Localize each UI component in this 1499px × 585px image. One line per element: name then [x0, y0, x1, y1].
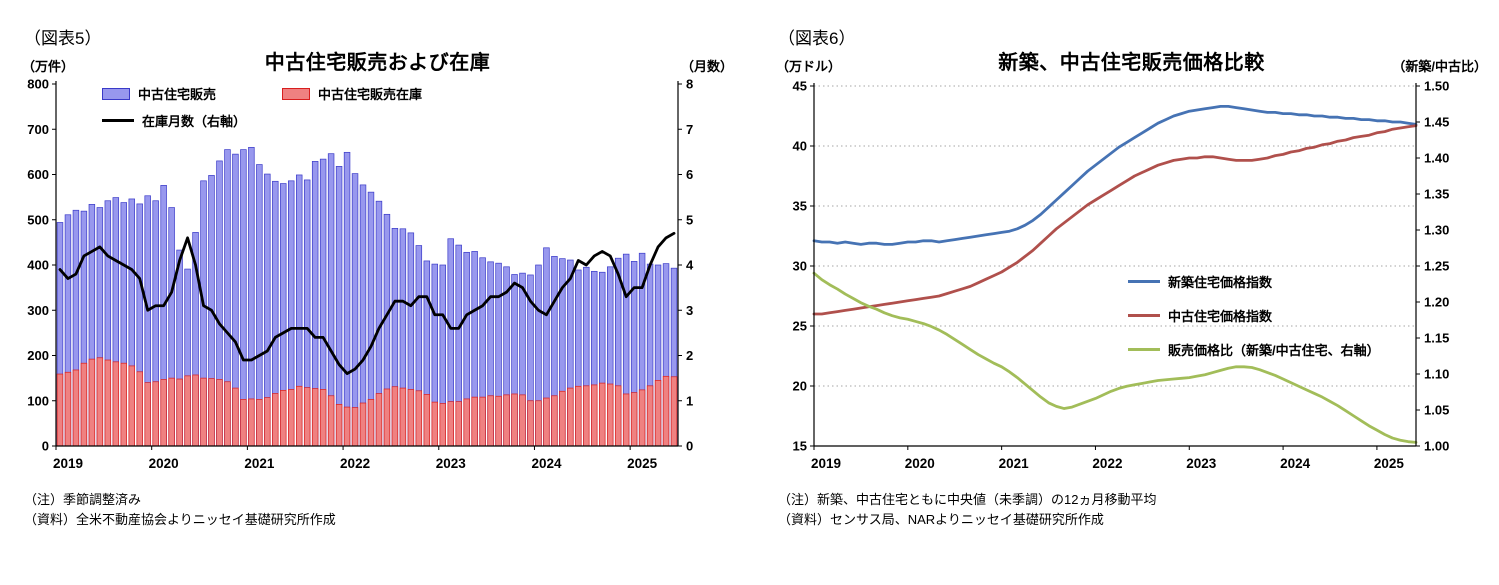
legend-new-home-price: 新築住宅価格指数: [1128, 272, 1380, 291]
svg-text:2019: 2019: [53, 456, 83, 471]
figure6-caption: （図表6）: [778, 29, 856, 48]
figure5-header: （万件） 中古住宅販売および在庫 （月数）: [8, 46, 743, 74]
figure5-notes: （注）季節調整済み （資料）全米不動産協会よりニッセイ基礎研究所作成: [8, 490, 743, 529]
svg-text:40: 40: [793, 139, 807, 154]
figure5-title: 中古住宅販売および在庫: [264, 52, 491, 74]
svg-text:100: 100: [27, 393, 49, 408]
svg-text:2021: 2021: [999, 456, 1030, 471]
svg-text:6: 6: [686, 167, 693, 182]
legend-existing-home-price: 中古住宅価格指数: [1128, 306, 1380, 325]
svg-text:1.30: 1.30: [1424, 223, 1449, 238]
figure6-note-line1: （注）新築、中古住宅ともに中央値（未季調）の12ヵ月移動平均: [778, 492, 1157, 507]
svg-text:200: 200: [27, 348, 49, 363]
legend-existing-home-sales-label: 中古住宅販売: [138, 87, 217, 102]
svg-text:1.00: 1.00: [1424, 439, 1449, 454]
figure6-chart-area: 15 20 25 30 35 40 45 1.00 1.05 1.10 1.15 1.20 1.25 1.…: [762, 76, 1497, 476]
svg-text:2021: 2021: [244, 456, 275, 471]
svg-text:20: 20: [793, 379, 807, 394]
svg-text:15: 15: [793, 439, 807, 454]
figure5-note-line2: （資料）全米不動産協会よりニッセイ基礎研究所作成: [24, 511, 336, 527]
figure6-header: （万ドル） 新築、中古住宅販売価格比較 （新築/中古比）: [762, 46, 1497, 74]
legend-price-ratio: 販売価格比（新築/中古住宅、右軸）: [1128, 340, 1380, 359]
figure6-legend: 新築住宅価格指数 中古住宅価格指数 販売価格比（新築/中古住宅、右軸）: [1128, 272, 1380, 374]
svg-text:2022: 2022: [1092, 456, 1122, 471]
svg-text:700: 700: [27, 122, 49, 137]
svg-text:7: 7: [686, 122, 693, 137]
figure6-right-axis-unit: （新築/中古比）: [1392, 59, 1487, 74]
existing-home-sales-swatch-icon: [102, 87, 130, 100]
legend-existing-home-sales: 中古住宅販売: [102, 84, 216, 103]
figure5-panel: （図表5） （万件） 中古住宅販売および在庫 （月数） 0 100 200 300 40…: [8, 0, 743, 585]
figure5-legend-row-1: 中古住宅販売 中古住宅販売在庫: [102, 84, 422, 103]
svg-text:2024: 2024: [1280, 456, 1311, 471]
svg-text:2: 2: [686, 348, 693, 363]
figure6-left-axis-unit: （万ドル）: [776, 59, 842, 74]
svg-text:800: 800: [27, 77, 49, 92]
svg-text:1.50: 1.50: [1424, 79, 1449, 94]
svg-text:1.40: 1.40: [1424, 151, 1449, 166]
svg-text:1.45: 1.45: [1424, 115, 1449, 130]
figure6-notes: （注）新築、中古住宅ともに中央値（未季調）の12ヵ月移動平均 （資料）センサス局…: [762, 490, 1497, 529]
legend-months-supply-label: 在庫月数（右軸）: [142, 114, 247, 129]
legend-existing-home-price-label: 中古住宅価格指数: [1168, 309, 1273, 324]
svg-text:45: 45: [793, 79, 807, 94]
svg-text:2022: 2022: [340, 456, 370, 471]
svg-text:3: 3: [686, 303, 693, 318]
svg-text:600: 600: [27, 167, 49, 182]
svg-text:0: 0: [42, 439, 49, 454]
price-ratio-line-swatch-icon: [1128, 348, 1160, 351]
svg-text:300: 300: [27, 303, 49, 318]
new-home-price-line-swatch-icon: [1128, 280, 1160, 283]
svg-text:1.20: 1.20: [1424, 295, 1449, 310]
svg-text:2024: 2024: [531, 456, 562, 471]
svg-text:500: 500: [27, 212, 49, 227]
svg-text:35: 35: [793, 199, 807, 214]
figure5-chart-area: 0 100 200 300 400 500 600 700 800 0 1 2 3 4 5 6 7 8 2019 20…: [8, 76, 743, 476]
svg-text:2025: 2025: [627, 456, 658, 471]
svg-text:1: 1: [686, 393, 693, 408]
svg-text:400: 400: [27, 258, 49, 273]
svg-text:1.15: 1.15: [1424, 331, 1449, 346]
legend-months-supply: 在庫月数（右軸）: [102, 111, 246, 130]
new-vs-existing-price-chart: 152025303540451.001.051.101.151.201.251.…: [793, 79, 1450, 472]
svg-text:2023: 2023: [1186, 456, 1217, 471]
existing-home-price-line-swatch-icon: [1128, 314, 1160, 317]
svg-text:1.05: 1.05: [1424, 403, 1449, 418]
svg-text:0: 0: [686, 439, 693, 454]
figure6-note-line2: （資料）センサス局、NARよりニッセイ基礎研究所作成: [778, 511, 1104, 527]
figure5-legend: 中古住宅販売 中古住宅販売在庫 在庫月数（右軸）: [102, 84, 422, 138]
figure5-left-axis-unit: （万件）: [22, 59, 75, 74]
existing-home-sales-inventory-chart: 0 100 200 300 400 500 600 700 800 0 1 2 3 4 5 6 7 8 2019 20…: [27, 77, 694, 472]
svg-text:25: 25: [793, 319, 807, 334]
svg-text:2025: 2025: [1374, 456, 1405, 471]
svg-text:2019: 2019: [811, 456, 841, 471]
svg-text:4: 4: [686, 258, 694, 273]
svg-text:1.35: 1.35: [1424, 187, 1449, 202]
months-supply-line-swatch-icon: [102, 119, 134, 122]
svg-text:1.25: 1.25: [1424, 259, 1449, 274]
svg-text:8: 8: [686, 77, 693, 92]
figure5-note-line1: （注）季節調整済み: [24, 492, 142, 507]
figure6-panel: （図表6） （万ドル） 新築、中古住宅販売価格比較 （新築/中古比） 15 20 2…: [762, 0, 1497, 585]
legend-existing-home-inventory: 中古住宅販売在庫: [282, 84, 422, 103]
svg-text:30: 30: [793, 259, 807, 274]
legend-new-home-price-label: 新築住宅価格指数: [1168, 275, 1273, 290]
legend-price-ratio-label: 販売価格比（新築/中古住宅、右軸）: [1168, 343, 1380, 358]
svg-text:5: 5: [686, 212, 693, 227]
existing-home-inventory-swatch-icon: [282, 87, 311, 100]
svg-text:2020: 2020: [149, 456, 179, 471]
figure5-caption: （図表5）: [24, 29, 102, 48]
legend-existing-home-inventory-label: 中古住宅販売在庫: [318, 87, 423, 102]
svg-text:1.10: 1.10: [1424, 367, 1449, 382]
svg-text:2023: 2023: [436, 456, 467, 471]
figure6-title: 新築、中古住宅販売価格比較: [998, 52, 1265, 74]
svg-text:2020: 2020: [905, 456, 935, 471]
figure5-right-axis-unit: （月数）: [680, 59, 733, 74]
figure5-legend-row-2: 在庫月数（右軸）: [102, 111, 422, 130]
